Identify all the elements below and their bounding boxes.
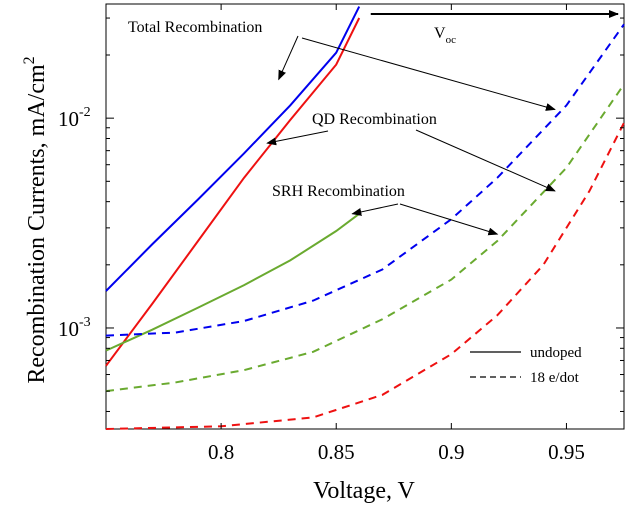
x-tick-label: 0.9: [438, 440, 464, 464]
y-axis-label-superscript: 2: [21, 56, 38, 64]
y-tick-label-base: 10: [58, 317, 79, 341]
series-line-6-dashed: [105, 122, 625, 430]
arrow-qd-to-solid: [266, 130, 329, 146]
series-line-2-solid: [105, 17, 361, 367]
series-line-1-solid: [105, 6, 361, 292]
legend: undoped 18 e/dot: [470, 345, 582, 386]
arrow-total-to-solid: [278, 35, 299, 81]
y-tick-label: 10-3: [58, 315, 91, 341]
x-tick-label: 0.8: [208, 440, 234, 464]
x-tick-label: 0.85: [318, 440, 355, 464]
annotation-voc: Voc: [434, 25, 456, 46]
annotation-arrows: [266, 10, 619, 236]
legend-label-18-e-dot: 18 e/dot: [530, 370, 580, 386]
arrow-qd-to-dashed: [415, 129, 556, 192]
y-axis-label-main: Recombination Currents, mA/cm: [24, 64, 50, 384]
arrow-srh-to-solid: [351, 203, 399, 216]
annotation-voc-main: V: [434, 25, 446, 42]
x-tick-label: 0.95: [548, 440, 585, 464]
arrow-total-to-dashed: [301, 37, 556, 111]
y-tick-label-base: 10: [58, 107, 79, 131]
x-axis-label: Voltage, V: [313, 478, 415, 504]
series-line-3-solid: [105, 212, 360, 352]
y-tick-label-exponent: -2: [79, 105, 91, 120]
plot-frame: [105, 3, 625, 430]
annotation-voc-subscript: oc: [446, 34, 457, 46]
annotation-qd-recombination: QD Recombination: [312, 111, 437, 128]
y-tick-label-exponent: -3: [79, 315, 91, 330]
y-tick-label: 10-2: [58, 105, 91, 131]
series-line-5-dashed: [105, 83, 625, 393]
arrow-srh-to-dashed: [399, 203, 499, 236]
annotation-srh-recombination: SRH Recombination: [272, 183, 405, 200]
legend-label-undoped: undoped: [530, 345, 582, 361]
y-axis-label: Recombination Currents, mA/cm2: [21, 56, 50, 383]
series-layer: [105, 6, 625, 430]
series-line-4-dashed: [105, 23, 625, 337]
annotation-total-recombination: Total Recombination: [128, 19, 262, 36]
